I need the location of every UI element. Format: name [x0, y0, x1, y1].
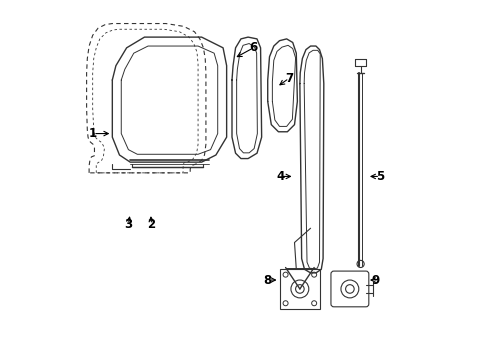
Text: 4: 4 [276, 170, 284, 183]
Text: 2: 2 [147, 218, 155, 231]
Text: 5: 5 [375, 170, 384, 183]
Text: 3: 3 [124, 218, 132, 231]
Text: 6: 6 [249, 41, 257, 54]
Text: 9: 9 [371, 274, 379, 287]
Text: 7: 7 [285, 72, 293, 85]
Text: 8: 8 [263, 274, 271, 287]
Text: 1: 1 [89, 127, 97, 140]
